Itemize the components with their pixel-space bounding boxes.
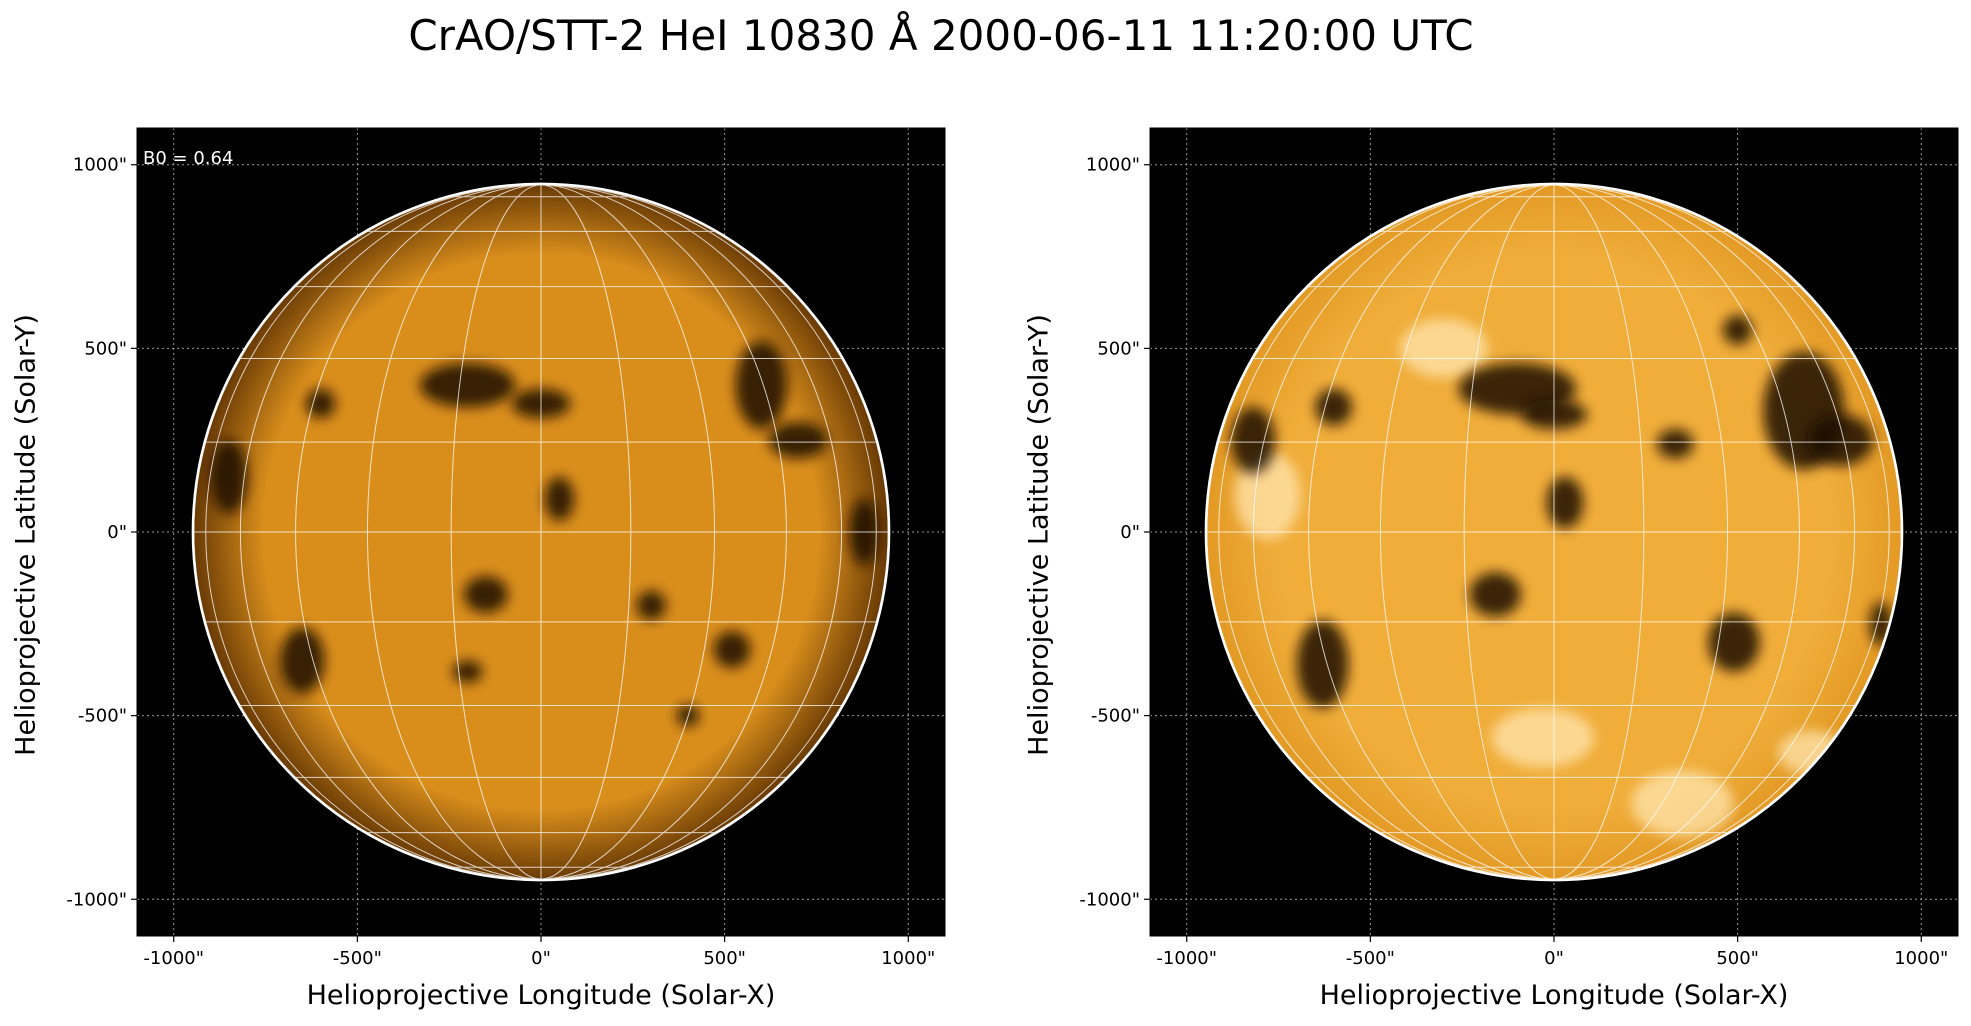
y-tick-label: 0" bbox=[107, 522, 127, 543]
dark-filament bbox=[463, 576, 508, 613]
x-tick-label: -1000" bbox=[143, 948, 204, 969]
x-axis-label: Helioprojective Longitude (Solar-X) bbox=[1319, 980, 1789, 1011]
bright-region bbox=[1631, 770, 1734, 837]
y-tick-label: -500" bbox=[78, 706, 127, 727]
y-tick-label: -500" bbox=[1091, 706, 1140, 727]
solar-map-panel-left: -1000" -500" 0" 500" 1000" 1000" 500" 0" -500" -1… bbox=[0, 0, 980, 1026]
y-tick-label: 500" bbox=[84, 338, 127, 359]
y-tick-label: -1000" bbox=[66, 889, 127, 910]
dark-filament bbox=[280, 627, 325, 694]
x-tick-label: 1000" bbox=[881, 948, 935, 969]
dark-filament bbox=[1656, 429, 1694, 459]
dark-filament bbox=[1722, 315, 1753, 345]
solar-map-plot-right: -1000" -500" 0" 500" 1000" 1000" 500" 0" -500" -1… bbox=[1079, 127, 1959, 969]
heliographic-grid bbox=[193, 184, 889, 880]
y-tick-label: 1000" bbox=[1086, 155, 1140, 176]
x-tick-label: 1000" bbox=[1894, 948, 1948, 969]
dark-filament bbox=[305, 388, 336, 419]
x-tick-label: -500" bbox=[1346, 948, 1395, 969]
figure-title: CrAO/STT-2 HeI 10830 Å 2000-06-11 11:20:… bbox=[408, 11, 1474, 60]
dark-filament bbox=[1807, 414, 1874, 466]
dark-filament bbox=[768, 421, 828, 459]
dark-filament bbox=[1315, 388, 1352, 426]
y-axis-label: Helioprojective Latitude (Solar-Y) bbox=[1023, 314, 1055, 756]
b0-annotation: B0 = 0.64 bbox=[143, 148, 233, 169]
x-tick-label: 0" bbox=[1544, 948, 1564, 969]
dark-filament bbox=[1546, 476, 1584, 529]
dark-filament bbox=[636, 590, 666, 621]
y-axis-label: Helioprojective Latitude (Solar-Y) bbox=[10, 314, 42, 756]
solar-map-panel-right: -1000" -500" 0" 500" 1000" 1000" 500" 0" -500" -1… bbox=[1013, 0, 1971, 1026]
disk-features bbox=[1230, 315, 1892, 837]
dark-filament bbox=[713, 631, 751, 668]
dark-filament bbox=[210, 440, 248, 514]
x-tick-label: -1000" bbox=[1156, 948, 1217, 969]
bright-region bbox=[1399, 318, 1488, 378]
disk-features bbox=[210, 341, 879, 727]
dark-filament bbox=[419, 363, 516, 408]
dark-filament bbox=[544, 476, 575, 521]
x-tick-label: -500" bbox=[333, 948, 382, 969]
dark-filament bbox=[1230, 407, 1275, 474]
dark-filament bbox=[1469, 572, 1521, 617]
y-tick-label: 500" bbox=[1097, 338, 1140, 359]
bright-region bbox=[1234, 451, 1301, 540]
y-tick-label: 0" bbox=[1120, 522, 1140, 543]
y-tick-label: -1000" bbox=[1079, 889, 1140, 910]
x-tick-label: 0" bbox=[531, 948, 551, 969]
dark-filament bbox=[735, 341, 788, 430]
x-tick-label: 500" bbox=[703, 948, 746, 969]
solar-map-plot-left: -1000" -500" 0" 500" 1000" 1000" 500" 0" -500" -1… bbox=[66, 127, 946, 969]
dark-filament bbox=[1296, 620, 1349, 709]
solar-limb bbox=[1204, 182, 1904, 882]
x-axis-label: Helioprojective Longitude (Solar-X) bbox=[306, 980, 776, 1011]
y-tick-label: 1000" bbox=[73, 155, 127, 176]
solar-limb bbox=[191, 182, 891, 882]
x-tick-label: 500" bbox=[1716, 948, 1759, 969]
bright-region bbox=[1491, 708, 1595, 768]
dark-filament bbox=[452, 660, 483, 683]
